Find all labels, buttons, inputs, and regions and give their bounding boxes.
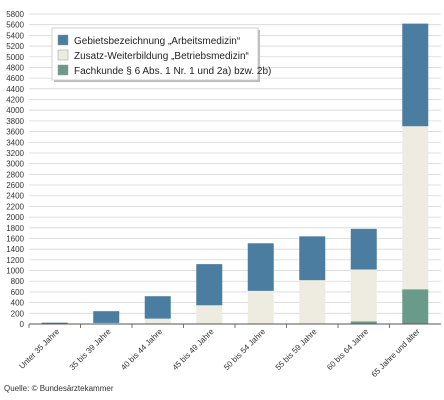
legend-swatch — [57, 34, 69, 46]
y-tick-label: 4600 — [6, 74, 24, 83]
y-tick-label: 2400 — [6, 192, 24, 201]
x-category-label: 35 bis 39 Jahre — [68, 327, 113, 372]
x-category-label: 50 bis 54 Jahre — [222, 327, 267, 372]
y-tick-label: 1200 — [6, 256, 24, 265]
legend-box — [51, 27, 259, 81]
y-tick-label: 3800 — [6, 117, 24, 126]
y-tick-label: 1400 — [6, 245, 24, 254]
x-category-label: 55 bis 59 Jahre — [274, 327, 319, 372]
x-category-label: 45 bis 49 Jahre — [171, 327, 216, 372]
y-tick-label: 5600 — [6, 21, 24, 30]
legend-label: Fachkunde § 6 Abs. 1 Nr. 1 und 2a) bzw. … — [74, 66, 271, 77]
legend-label: Zusatz-Weiterbildung „Betriebsmedizin“ — [74, 51, 249, 62]
bar-segment — [402, 23, 429, 127]
y-tick-label: 4000 — [6, 106, 24, 115]
x-category-label: Unter 35 Jahre — [17, 327, 61, 371]
bars — [41, 23, 429, 325]
y-tick-label: 1000 — [6, 267, 24, 276]
bar-segment — [196, 264, 223, 306]
bar-segment — [402, 126, 429, 290]
y-tick-label: 1600 — [6, 234, 24, 243]
legend-label: Gebietsbezeichnung „Arbeitsmedizin“ — [74, 36, 240, 47]
bar-segment — [196, 305, 223, 324]
y-tick-label: 3000 — [6, 160, 24, 169]
y-tick-label: 800 — [11, 277, 25, 286]
y-tick-label: 200 — [11, 309, 25, 318]
y-tick-label: 2200 — [6, 202, 24, 211]
y-tick-label: 2600 — [6, 181, 24, 190]
y-tick-label: 5400 — [6, 31, 24, 40]
bar-segment — [247, 243, 274, 291]
bar-segment — [93, 311, 120, 323]
x-category-label: 60 bis 64 Jahre — [325, 327, 370, 372]
legend-swatch — [57, 64, 69, 76]
y-tick-label: 0 — [20, 320, 25, 329]
bar-segment — [144, 296, 171, 319]
bar-segment — [402, 289, 429, 324]
y-tick-label: 4400 — [6, 85, 24, 94]
y-tick-label: 400 — [11, 299, 25, 308]
bar-segment — [247, 290, 274, 324]
source-note: Quelle: © Bundesärztekammer — [4, 384, 114, 393]
bar-segment — [299, 280, 326, 324]
bar-segment — [299, 236, 326, 281]
y-tick-label: 1800 — [6, 224, 24, 233]
y-tick-label: 4200 — [6, 96, 24, 105]
bar-segment — [41, 322, 68, 324]
y-tick-label: 600 — [11, 288, 25, 297]
y-axis-ticks: 0200400600800100012001400160018002000220… — [6, 10, 24, 329]
y-tick-label: 4800 — [6, 63, 24, 72]
legend: Gebietsbezeichnung „Arbeitsmedizin“ Zusat… — [51, 27, 271, 82]
bar-segment — [144, 318, 171, 324]
bar-segment — [350, 228, 377, 270]
y-tick-label: 3600 — [6, 128, 24, 137]
y-tick-label: 5000 — [6, 53, 24, 62]
x-axis — [28, 323, 441, 328]
x-category-label: 65 Jahre und älter — [370, 327, 422, 379]
y-tick-label: 5800 — [6, 10, 24, 19]
y-tick-label: 2000 — [6, 213, 24, 222]
bar-segment — [93, 322, 120, 324]
y-tick-label: 2800 — [6, 170, 24, 179]
bar-segment — [350, 321, 377, 324]
legend-swatch — [57, 49, 69, 61]
y-tick-label: 3400 — [6, 138, 24, 147]
x-axis-labels: Unter 35 Jahre 35 bis 39 Jahre 40 bis 44 J… — [17, 327, 422, 379]
x-category-label: 40 bis 44 Jahre — [119, 327, 164, 372]
y-tick-label: 3200 — [6, 149, 24, 158]
y-tick-label: 5200 — [6, 42, 24, 51]
bar-segment — [350, 269, 377, 322]
